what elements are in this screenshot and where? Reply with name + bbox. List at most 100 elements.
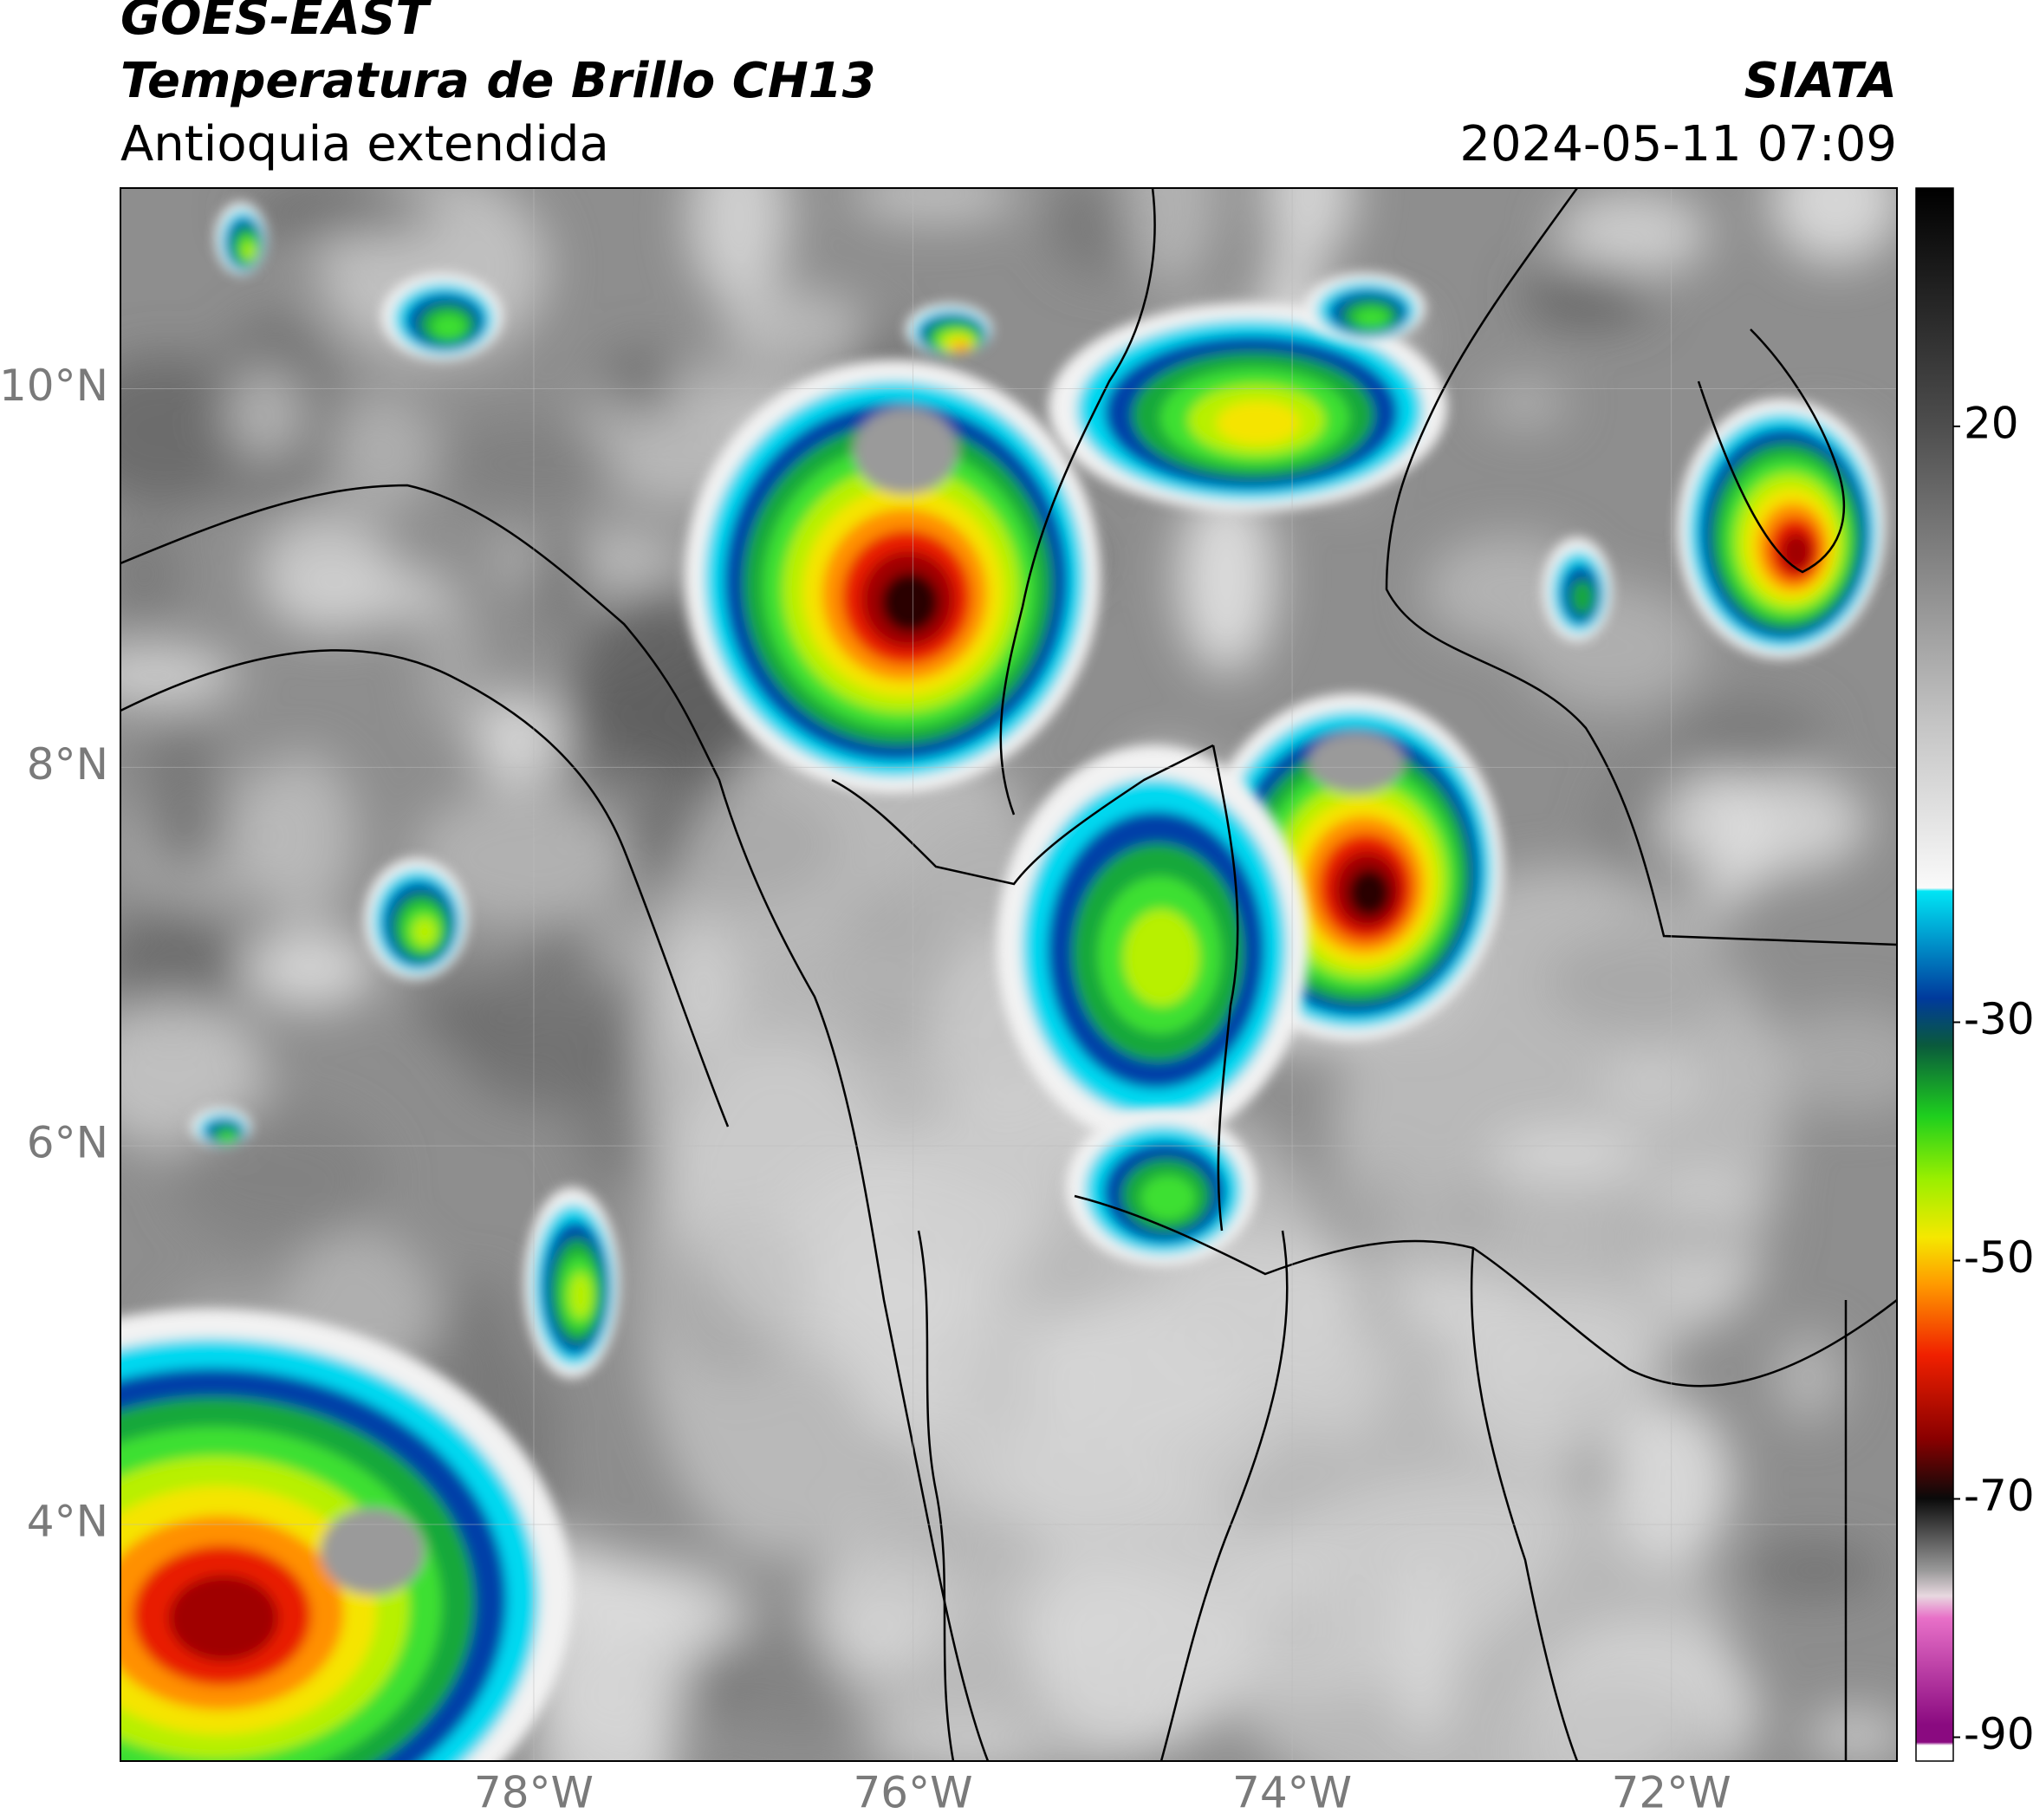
storm <box>685 360 1101 793</box>
border <box>1074 1194 1897 1388</box>
storm-core <box>321 1508 425 1595</box>
border <box>1211 744 1239 1232</box>
border <box>1470 1247 1579 1761</box>
lat-label: 4°N <box>27 1496 108 1546</box>
storm-level <box>168 1575 279 1661</box>
cloud <box>1773 1330 1844 1425</box>
cloud <box>849 188 1021 224</box>
lat-label: 8°N <box>27 739 108 790</box>
borders <box>120 188 1897 1761</box>
cloud <box>1122 188 1218 289</box>
cloud <box>1804 1709 1897 1761</box>
cloud <box>412 788 633 926</box>
cloud <box>225 367 306 462</box>
colorbar-tick-label: -30 <box>1964 994 2033 1044</box>
lat-label: 6°N <box>27 1118 108 1168</box>
border <box>1159 1230 1289 1761</box>
cloud <box>1555 190 1710 277</box>
cloud <box>120 527 182 621</box>
cloud <box>720 289 872 371</box>
border <box>1385 188 1897 946</box>
cloud <box>422 597 481 735</box>
storm-level <box>1123 909 1199 1006</box>
cloud <box>1483 380 1567 426</box>
cloud <box>437 419 618 509</box>
cloud <box>1177 482 1276 674</box>
storm-level <box>1570 579 1595 615</box>
lon-label: 74°W <box>1232 1768 1352 1818</box>
storm <box>524 1187 620 1378</box>
storm-level <box>880 572 939 633</box>
cloud <box>535 1645 679 1761</box>
storm <box>1677 399 1885 659</box>
cloud <box>1263 188 1355 263</box>
map-frame <box>120 187 1898 1762</box>
colorbar-tick-label: -90 <box>1964 1709 2033 1759</box>
cloud <box>1760 1008 1897 1114</box>
cloud <box>688 188 790 306</box>
cloud <box>815 1430 1265 1761</box>
cloud <box>529 916 594 979</box>
cloud <box>244 929 377 1009</box>
map <box>120 188 1897 1761</box>
storm-level <box>952 342 970 353</box>
cloud <box>272 563 457 626</box>
storm-level <box>432 314 466 340</box>
region: Antioquia extendida <box>120 116 609 172</box>
storm <box>215 202 267 275</box>
storm <box>997 745 1309 1144</box>
cloud <box>1522 265 1654 327</box>
storm-core <box>1309 732 1404 793</box>
axes: 10°N 8°N 6°N 4°N 78°W 76°W 74°W 72°W 20 -30 -50 -70… <box>0 361 2033 1817</box>
cloud <box>411 966 652 1012</box>
cloud <box>1659 768 1868 878</box>
colorbar-tick-label: 20 <box>1964 399 2019 449</box>
storm-level <box>1780 532 1813 572</box>
border <box>120 649 730 1128</box>
source: SIATA <box>1744 53 1897 109</box>
storm-level <box>1140 1175 1196 1220</box>
storm <box>381 273 503 360</box>
storm <box>364 858 468 979</box>
storm-level <box>243 242 257 261</box>
cloud <box>139 726 227 874</box>
cloud <box>120 648 240 702</box>
storm <box>1304 273 1426 342</box>
storm <box>1049 303 1447 511</box>
cloud <box>1748 1544 1883 1598</box>
storm-level <box>412 917 438 946</box>
cloud <box>245 751 358 923</box>
cloud <box>1672 699 1824 778</box>
border <box>999 188 1156 816</box>
coast <box>120 484 990 1761</box>
storm <box>1543 537 1612 641</box>
storm <box>120 1309 572 1761</box>
storm <box>906 303 992 355</box>
cloud <box>1770 188 1897 264</box>
storm-level <box>1354 308 1389 328</box>
lon-label: 72°W <box>1612 1768 1731 1818</box>
storm-level <box>568 1272 593 1319</box>
lat-label: 10°N <box>0 361 108 411</box>
cloud <box>641 1040 919 1560</box>
datetime: 2024-05-11 07:09 <box>1459 116 1897 172</box>
storm-level <box>219 1131 237 1143</box>
subtitle: Temperatura de Brillo CH13 <box>120 53 876 109</box>
storm <box>191 1108 251 1146</box>
lon-label: 78°W <box>474 1768 594 1818</box>
lon-label: 76°W <box>853 1768 972 1818</box>
storm-level <box>1348 868 1391 917</box>
border <box>917 1230 955 1761</box>
storm <box>1066 1109 1257 1265</box>
cloud <box>239 188 444 236</box>
storm-level <box>1216 400 1301 445</box>
border <box>1697 328 1845 574</box>
storm-core <box>854 407 958 494</box>
cloud <box>603 347 679 419</box>
cloud <box>332 391 437 511</box>
cloud <box>1213 1473 1733 1761</box>
colorbar-tick-label: -70 <box>1964 1471 2033 1521</box>
border <box>831 744 1214 886</box>
